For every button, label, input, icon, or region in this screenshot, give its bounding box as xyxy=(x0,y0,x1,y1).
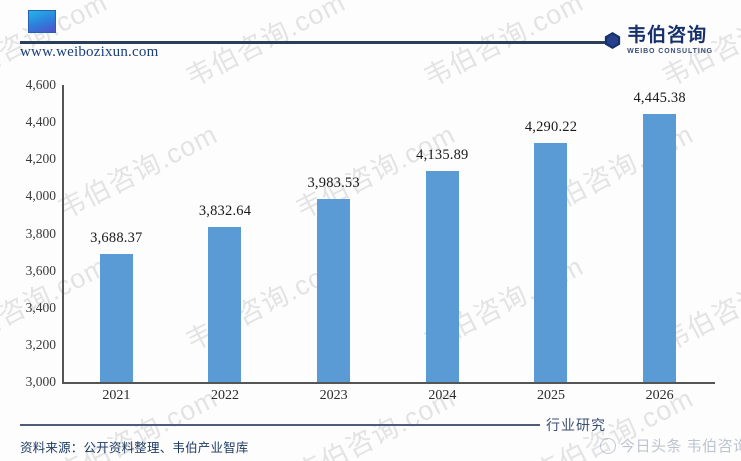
bar-column[interactable] xyxy=(605,85,714,382)
plot-area: 3,688.37 3,832.64 3,983.53 4,135.89 4,290.22… xyxy=(62,85,714,382)
x-axis-tick-label: 2026 xyxy=(645,388,674,403)
x-axis-tick-label: 2023 xyxy=(319,388,348,403)
bar-column[interactable] xyxy=(62,85,171,382)
y-axis-tick-label: 3,800 xyxy=(25,225,56,241)
page-header: www.weibozixun.com 韦伯咨询 WEIBO CONSULTING xyxy=(0,0,741,62)
brand-square-icon xyxy=(28,10,56,33)
bar[interactable] xyxy=(534,142,568,382)
y-axis-tick-label: 4,600 xyxy=(25,77,56,92)
y-axis-tick-label: 3,000 xyxy=(25,374,56,389)
bar[interactable] xyxy=(317,199,351,382)
bar-column[interactable] xyxy=(388,85,497,382)
logo-name-cn: 韦伯咨询 xyxy=(627,25,708,46)
page-footer: 行业研究 资料来源：公开资料整理、韦伯产业智库 今日头条 韦伯咨询 xyxy=(0,407,741,461)
bar-value-label: 4,135.89 xyxy=(416,147,469,164)
bar-column[interactable] xyxy=(497,85,606,382)
site-url: www.weibozixun.com xyxy=(20,44,159,60)
y-axis-tick-label: 4,000 xyxy=(25,188,56,204)
y-axis-line xyxy=(62,85,64,383)
footer-divider xyxy=(20,424,540,426)
source-note: 资料来源：公开资料整理、韦伯产业智库 xyxy=(20,441,249,455)
bar[interactable] xyxy=(425,171,459,382)
y-axis-tick-label: 4,200 xyxy=(25,151,56,167)
footer-section-label: 行业研究 xyxy=(546,417,606,433)
bar[interactable] xyxy=(99,254,133,382)
bar-value-label: 3,832.64 xyxy=(198,203,252,220)
header-divider xyxy=(20,41,620,44)
x-axis-tick-label: 2022 xyxy=(211,388,239,403)
footer-watermark: 今日头条 韦伯咨询 xyxy=(600,435,741,456)
bar-column[interactable] xyxy=(279,85,388,382)
bar[interactable] xyxy=(643,113,677,382)
y-axis-tick-label: 3,600 xyxy=(25,262,56,278)
bar-value-label: 3,688.37 xyxy=(90,230,143,247)
bar-chart: 4,600 4,400 4,200 4,000 3,800 3,600 3,400 3,200… xyxy=(0,62,741,407)
bar-column[interactable] xyxy=(171,85,280,382)
y-axis-tick-label: 4,400 xyxy=(25,114,56,130)
bar-value-label: 4,445.38 xyxy=(633,89,686,106)
x-axis-tick-label: 2021 xyxy=(102,388,131,403)
at-circle-icon xyxy=(600,437,616,454)
company-logo: 韦伯咨询 WEIBO CONSULTING xyxy=(604,26,713,55)
footer-watermark-text: 今日头条 韦伯咨询 xyxy=(620,438,741,455)
y-axis-ticks: 4,600 4,400 4,200 4,000 3,800 3,600 3,400 3,200… xyxy=(0,77,56,389)
bar[interactable] xyxy=(208,227,242,382)
x-axis-tick-label: 2025 xyxy=(537,388,565,403)
x-axis-line xyxy=(62,382,715,384)
logo-name-en: WEIBO CONSULTING xyxy=(627,48,713,55)
bar-value-label: 3,983.53 xyxy=(307,175,360,192)
bar-value-label: 4,290.22 xyxy=(524,118,578,135)
y-axis-tick-label: 3,400 xyxy=(25,299,56,315)
y-axis-tick-label: 3,200 xyxy=(25,336,56,352)
logo-text: 韦伯咨询 WEIBO CONSULTING xyxy=(627,26,713,55)
x-axis-tick-label: 2024 xyxy=(428,388,457,403)
hexagon-logo-icon xyxy=(605,32,621,49)
